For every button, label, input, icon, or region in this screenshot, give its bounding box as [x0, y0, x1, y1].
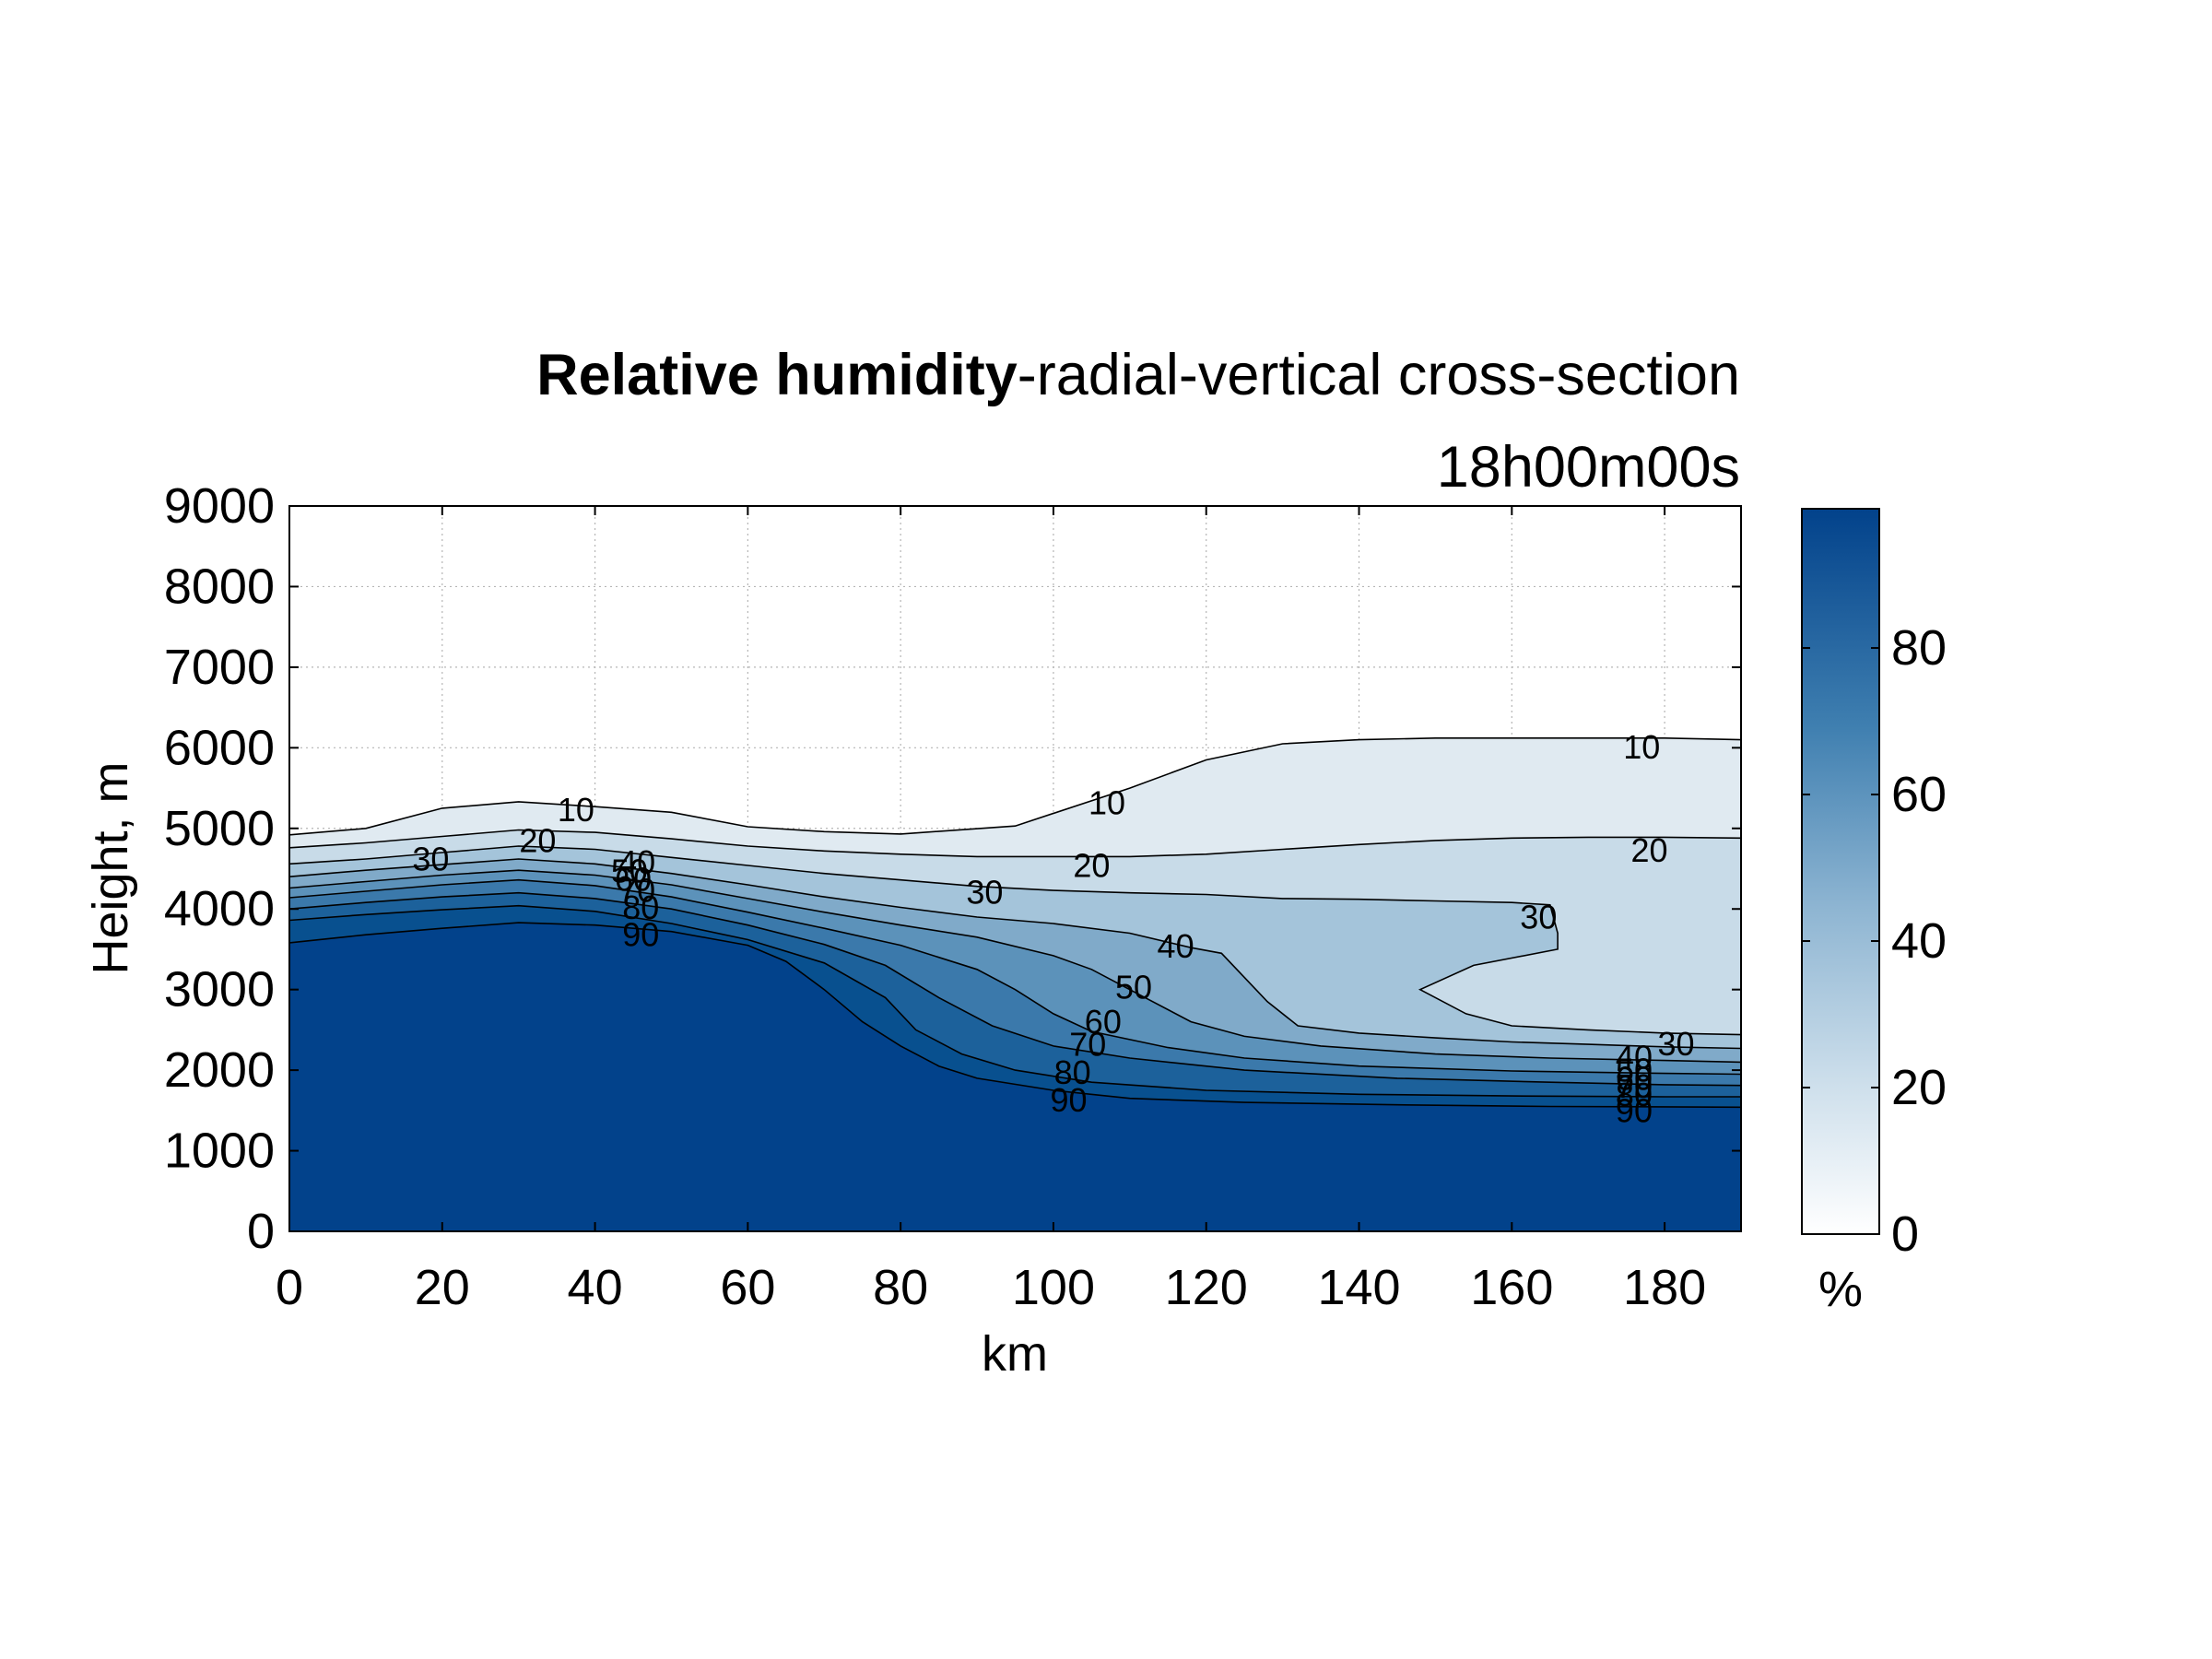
colorbar-tick-label: 0	[1891, 1206, 1919, 1262]
contour-label: 70	[1069, 1026, 1106, 1064]
contour-label: 50	[1616, 1052, 1653, 1089]
y-tick-label: 4000	[164, 881, 275, 936]
contour-label: 10	[1088, 783, 1125, 821]
axis-ticks: 0 20 40 60 80 100 120 140 160 1800100020003000400…	[164, 478, 1741, 1315]
y-axis-label: Height, m	[83, 761, 138, 974]
contour-fills	[289, 737, 1741, 1231]
contour-label: 10	[1623, 728, 1660, 766]
contour-label: 40	[1616, 1039, 1653, 1077]
colorbar-tick-label: 80	[1891, 620, 1947, 676]
contour-label: 20	[1631, 831, 1668, 869]
contour-line-70	[289, 891, 1741, 1087]
contour-label: 30	[1658, 1025, 1695, 1063]
contour-label: 10	[558, 791, 594, 829]
contour-label: 20	[1073, 847, 1110, 885]
contour-label: 50	[611, 853, 648, 890]
y-tick-label: 8000	[164, 559, 275, 614]
contour-line-30	[289, 845, 1741, 1036]
contour-line-60	[289, 878, 1741, 1076]
contour-label: 40	[618, 843, 655, 881]
x-tick-label: 180	[1623, 1260, 1706, 1315]
contour-line-10	[289, 737, 1741, 836]
contour-line-20	[289, 829, 1741, 858]
chart-title: Relative humidity-radial-vertical cross-…	[536, 343, 1740, 407]
title-rest: -radial-vertical cross-section	[1018, 343, 1740, 407]
contour-label: 70	[618, 872, 655, 910]
contour-label: 40	[1158, 927, 1194, 965]
contour-label: 30	[412, 841, 449, 878]
contour-label: 90	[1051, 1081, 1088, 1119]
contour-line-40	[289, 858, 1741, 1050]
x-tick-label: 140	[1317, 1260, 1400, 1315]
contour-label: 60	[1085, 1003, 1122, 1041]
contour-label: 30	[966, 873, 1003, 911]
x-tick-label: 0	[276, 1260, 303, 1315]
x-tick-label: 80	[873, 1260, 928, 1315]
x-tick-label: 160	[1470, 1260, 1553, 1315]
colorbar-tick-label: 60	[1891, 767, 1947, 822]
y-tick-label: 1000	[164, 1124, 275, 1179]
contour-label: 80	[1616, 1076, 1653, 1113]
contour-label: 70	[1616, 1067, 1653, 1105]
colorbar-tick-label: 20	[1891, 1060, 1947, 1115]
contour-line-80	[289, 904, 1741, 1098]
contour-label: 60	[615, 860, 652, 898]
x-tick-label: 60	[720, 1260, 775, 1315]
x-tick-label: 120	[1165, 1260, 1248, 1315]
contour-fill-90	[289, 923, 1741, 1231]
y-tick-label: 5000	[164, 801, 275, 856]
y-tick-label: 6000	[164, 720, 275, 775]
plot-frame	[288, 505, 1742, 1232]
contour-label: 50	[1115, 969, 1152, 1006]
colorbar-tick-label: 40	[1891, 913, 1947, 969]
contour-label: 20	[519, 821, 556, 859]
contour-line-50	[289, 869, 1741, 1064]
chart-subtitle: 18h00m00s	[1437, 435, 1740, 500]
x-tick-label: 20	[415, 1260, 470, 1315]
y-tick-label: 9000	[164, 478, 275, 534]
contour-line-90	[289, 922, 1741, 1109]
x-tick-label: 100	[1012, 1260, 1095, 1315]
colorbar-ticks: 0 20 40 60 80	[1802, 620, 1947, 1262]
x-tick-label: 40	[568, 1260, 623, 1315]
colorbar-label: %	[1818, 1262, 1863, 1317]
contour-label: 60	[1616, 1059, 1653, 1097]
contour-label: 90	[622, 916, 659, 954]
colorbar	[1801, 508, 1880, 1235]
contour-label: 30	[1520, 898, 1557, 935]
y-tick-label: 2000	[164, 1042, 275, 1098]
title-bold: Relative humidity	[536, 343, 1018, 407]
contour-label: 80	[1054, 1053, 1091, 1091]
y-tick-label: 0	[247, 1204, 275, 1259]
contour-label: 90	[1616, 1091, 1653, 1129]
contour-lines	[289, 737, 1741, 1109]
contour-label: 80	[622, 888, 659, 926]
y-tick-label: 3000	[164, 962, 275, 1018]
y-tick-label: 7000	[164, 640, 275, 695]
x-axis-label: km	[982, 1326, 1048, 1382]
